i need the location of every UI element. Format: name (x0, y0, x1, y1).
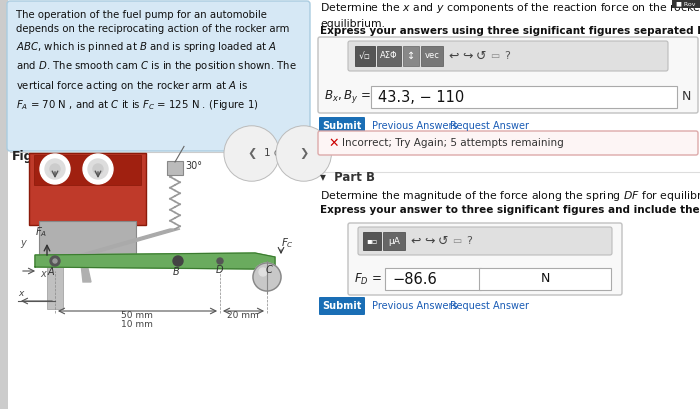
Text: $F_D$ =: $F_D$ = (354, 272, 382, 287)
Text: Determine the $x$ and $y$ components of the reaction force on the rocker arm $AB: Determine the $x$ and $y$ components of … (320, 1, 700, 29)
FancyBboxPatch shape (377, 46, 401, 66)
Text: $F_A$: $F_A$ (35, 225, 48, 239)
Text: $x$: $x$ (40, 269, 48, 279)
Text: √▫: √▫ (359, 52, 371, 61)
Text: vec: vec (425, 52, 440, 61)
FancyBboxPatch shape (319, 117, 365, 135)
Text: ▾  Part B: ▾ Part B (320, 171, 375, 184)
Text: 30°: 30° (185, 161, 202, 171)
FancyBboxPatch shape (167, 161, 183, 175)
Text: μA: μA (388, 236, 400, 245)
Text: ✕: ✕ (328, 137, 339, 150)
FancyBboxPatch shape (421, 46, 443, 66)
Circle shape (253, 263, 281, 291)
FancyBboxPatch shape (385, 268, 481, 290)
Text: ▭: ▭ (452, 236, 461, 246)
Text: Express your answers using three significant figures separated by a comma.: Express your answers using three signifi… (320, 26, 700, 36)
Text: Express your answer to three significant figures and include the appropriate uni: Express your answer to three significant… (320, 205, 700, 215)
Circle shape (253, 263, 281, 291)
FancyBboxPatch shape (355, 46, 375, 66)
Text: ↩: ↩ (410, 234, 421, 247)
Text: 43.3, − 110: 43.3, − 110 (378, 90, 464, 105)
FancyBboxPatch shape (318, 131, 698, 155)
Circle shape (53, 259, 57, 263)
Text: Figure: Figure (12, 150, 57, 163)
Circle shape (259, 268, 267, 276)
Text: ❮: ❮ (247, 148, 256, 159)
Text: N: N (682, 90, 691, 103)
Text: ↪: ↪ (462, 49, 472, 63)
Circle shape (40, 154, 70, 184)
Text: ↺: ↺ (476, 49, 486, 63)
Text: ❯: ❯ (299, 148, 309, 159)
Text: $C$: $C$ (265, 263, 274, 275)
Text: $y$: $y$ (20, 238, 28, 250)
Text: Submit: Submit (322, 301, 362, 311)
Text: ?: ? (504, 51, 510, 61)
Text: ↩: ↩ (448, 49, 458, 63)
Polygon shape (80, 255, 91, 282)
Text: $F_C$: $F_C$ (281, 236, 294, 250)
FancyBboxPatch shape (39, 221, 136, 255)
Text: 1 of 1: 1 of 1 (264, 148, 294, 158)
Text: 20 mm: 20 mm (227, 311, 259, 320)
FancyBboxPatch shape (34, 155, 141, 185)
Text: N: N (540, 272, 550, 285)
Text: $x$: $x$ (18, 289, 26, 298)
Text: −86.6: −86.6 (392, 272, 437, 286)
Text: Previous Answers: Previous Answers (372, 301, 458, 311)
Circle shape (50, 164, 60, 174)
Circle shape (173, 256, 183, 266)
FancyBboxPatch shape (47, 261, 63, 309)
Text: 50 mm: 50 mm (121, 311, 153, 320)
Circle shape (93, 164, 103, 174)
Text: $B$: $B$ (172, 265, 180, 277)
FancyBboxPatch shape (318, 37, 698, 113)
FancyBboxPatch shape (363, 232, 381, 250)
Text: ■ Rov: ■ Rov (676, 2, 696, 7)
FancyBboxPatch shape (319, 297, 365, 315)
Text: $A$: $A$ (47, 265, 55, 277)
Text: ΑΣΦ: ΑΣΦ (380, 52, 398, 61)
Circle shape (88, 159, 108, 179)
FancyBboxPatch shape (29, 153, 146, 225)
FancyBboxPatch shape (403, 46, 419, 66)
Text: $B_x, B_y$ =: $B_x, B_y$ = (324, 88, 371, 106)
Text: Submit: Submit (322, 121, 362, 131)
FancyBboxPatch shape (0, 0, 315, 409)
FancyBboxPatch shape (358, 227, 612, 255)
Text: ↺: ↺ (438, 234, 449, 247)
FancyBboxPatch shape (348, 223, 622, 295)
Polygon shape (82, 229, 180, 254)
FancyBboxPatch shape (7, 1, 310, 151)
Polygon shape (35, 253, 275, 269)
Text: $D$: $D$ (216, 263, 225, 275)
Circle shape (45, 159, 65, 179)
Text: The operation of the fuel pump for an automobile
depends on the reciprocating ac: The operation of the fuel pump for an au… (16, 10, 297, 112)
Text: 10 mm: 10 mm (121, 320, 153, 329)
Circle shape (50, 256, 60, 266)
FancyBboxPatch shape (479, 268, 611, 290)
Text: ▪▫: ▪▫ (366, 236, 377, 245)
Text: Request Answer: Request Answer (450, 301, 529, 311)
Text: Request Answer: Request Answer (450, 121, 529, 131)
FancyBboxPatch shape (371, 86, 677, 108)
FancyBboxPatch shape (0, 0, 8, 409)
FancyBboxPatch shape (672, 0, 700, 8)
Text: Determine the magnitude of the force along the spring $DF$ for equilibrium.: Determine the magnitude of the force alo… (320, 189, 700, 203)
Text: Previous Answers: Previous Answers (372, 121, 458, 131)
Text: ?: ? (466, 236, 472, 246)
Text: ↕: ↕ (407, 51, 415, 61)
Circle shape (83, 154, 113, 184)
FancyBboxPatch shape (383, 232, 405, 250)
Text: ↪: ↪ (424, 234, 435, 247)
FancyBboxPatch shape (315, 0, 700, 409)
Circle shape (217, 258, 223, 264)
FancyBboxPatch shape (348, 41, 668, 71)
Text: Incorrect; Try Again; 5 attempts remaining: Incorrect; Try Again; 5 attempts remaini… (342, 138, 564, 148)
Text: ▭: ▭ (490, 51, 499, 61)
